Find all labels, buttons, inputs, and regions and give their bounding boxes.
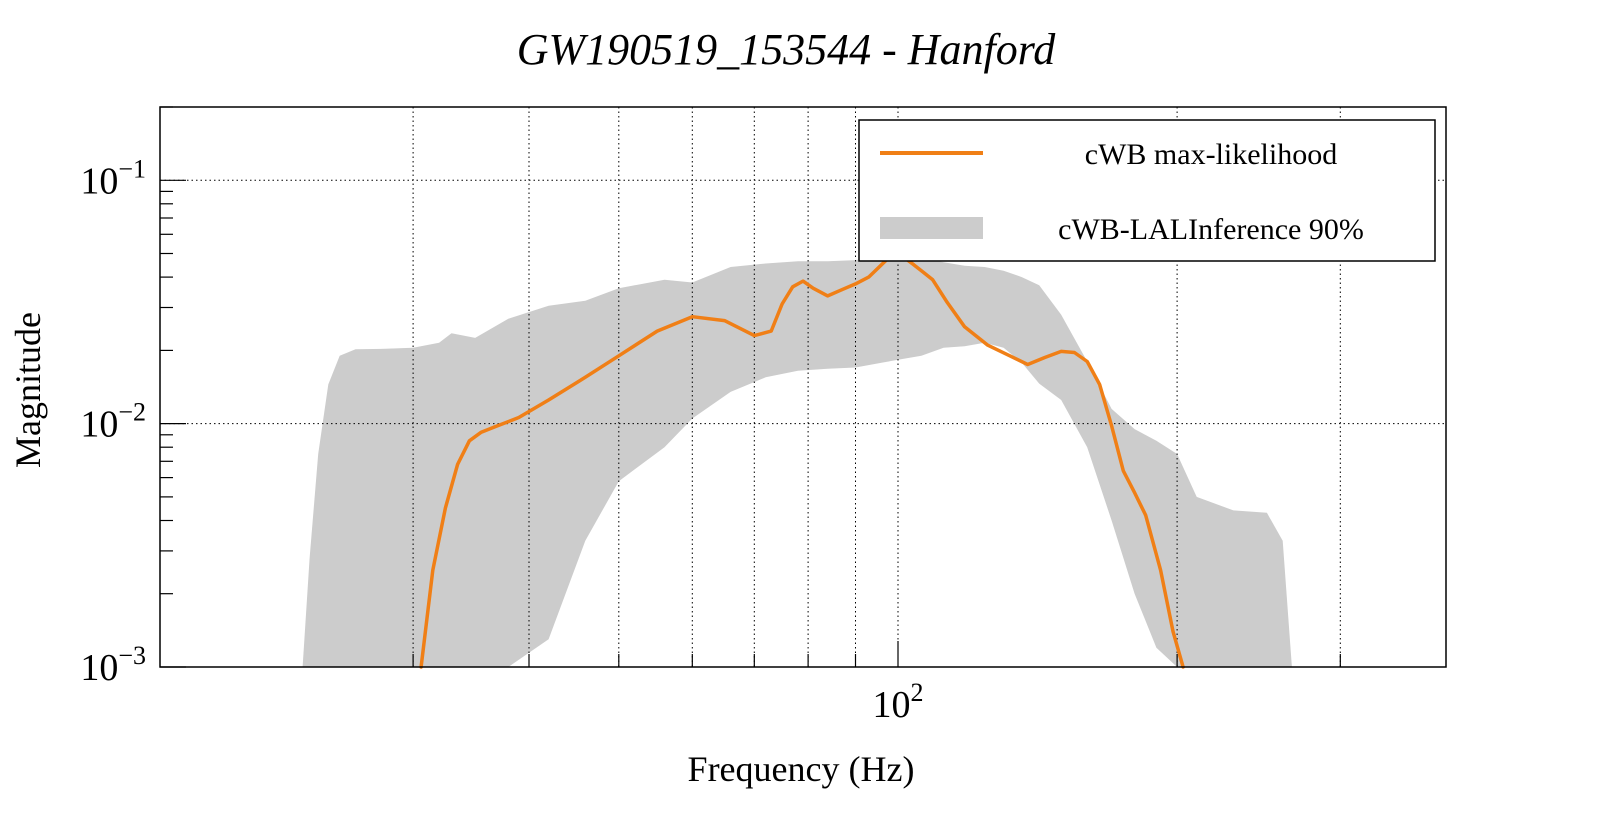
x-tick-label: 102 — [873, 678, 924, 726]
legend: cWB max-likelihood cWB-LALInference 90% — [858, 119, 1436, 262]
y-axis-label: Magnitude — [8, 312, 48, 468]
chart-title: GW190519_153544 - Hanford — [517, 25, 1057, 74]
legend-line-label: cWB max-likelihood — [1085, 138, 1337, 171]
y-tick-label: 10−1 — [80, 154, 146, 202]
band-layer — [302, 253, 1292, 667]
y-tick-label: 10−3 — [80, 641, 146, 689]
line-layer — [419, 253, 1185, 669]
legend-band-label: cWB-LALInference 90% — [1058, 213, 1364, 246]
x-axis-label: Frequency (Hz) — [688, 749, 915, 789]
plot-frame — [159, 106, 1447, 668]
legend-band-swatch — [880, 217, 983, 239]
y-tick-label: 10−2 — [80, 398, 146, 446]
series-cwb-max-likelihood — [419, 253, 1185, 669]
band-cwb-lalinference-90 — [302, 253, 1292, 667]
tick-layer: 10−3 10−2 10−1 102 — [80, 106, 1341, 726]
